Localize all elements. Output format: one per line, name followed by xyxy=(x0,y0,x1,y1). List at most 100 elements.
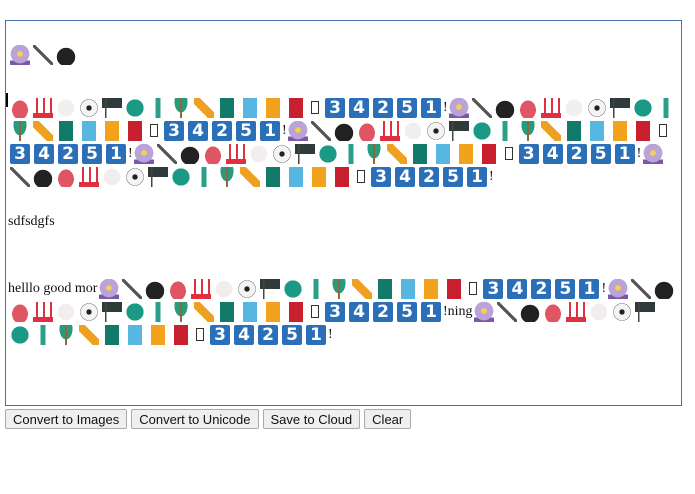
convert-to-images-button[interactable]: Convert to Images xyxy=(5,409,128,429)
keycap-2-icon: 2 xyxy=(212,120,232,141)
exclamation-text: ! xyxy=(282,123,287,138)
orange-book-icon xyxy=(420,278,441,299)
keycap-4-icon: 4 xyxy=(34,143,54,164)
keycap-3-icon: 3 xyxy=(325,97,345,118)
cactus-icon xyxy=(495,120,516,141)
clear-button[interactable]: Clear xyxy=(364,409,412,429)
black-flag-icon xyxy=(259,278,280,299)
soccer-ball-icon xyxy=(78,301,99,322)
keycap-4-icon: 4 xyxy=(234,324,254,345)
green-book-icon xyxy=(55,120,76,141)
orange-book-icon xyxy=(262,97,283,118)
missing-glyph-icon xyxy=(469,282,478,296)
black-flag-icon xyxy=(635,301,656,322)
keycap-5-icon: 5 xyxy=(236,120,256,141)
keycap-1-icon: 1 xyxy=(614,143,635,164)
orange-book-icon xyxy=(610,120,631,141)
keycap-3-icon: 3 xyxy=(518,143,539,164)
red-book-icon xyxy=(443,278,464,299)
baseball-icon xyxy=(101,166,122,187)
keycap-1-icon: 1 xyxy=(306,324,326,345)
keycap-3-icon: 3 xyxy=(164,120,184,141)
orange-book-icon xyxy=(308,166,329,187)
text-caret xyxy=(6,93,8,107)
cactus-icon xyxy=(656,97,677,118)
convert-to-unicode-button[interactable]: Convert to Unicode xyxy=(131,409,259,429)
palm-tree-icon xyxy=(55,324,76,345)
bomb-icon xyxy=(144,278,165,299)
palm-tree-icon xyxy=(170,301,191,322)
four-leaf-clover-icon xyxy=(633,97,654,118)
green-book-icon xyxy=(216,301,237,322)
kitchen-knife-icon xyxy=(497,301,518,322)
keycap-4-icon: 4 xyxy=(349,301,369,322)
keycap-2-icon: 2 xyxy=(373,97,393,118)
bomb-icon xyxy=(334,120,355,141)
keycap-5-icon: 5 xyxy=(397,301,417,322)
four-leaf-clover-icon xyxy=(282,278,303,299)
telephone-icon xyxy=(9,97,30,118)
four-leaf-clover-icon xyxy=(124,97,145,118)
keycap-5-icon: 5 xyxy=(443,166,463,187)
keycap-3-icon: 3 xyxy=(10,143,30,164)
kitchen-knife-icon xyxy=(157,143,178,164)
soccer-ball-icon xyxy=(587,97,608,118)
editor-text: sdfsdgfs xyxy=(8,214,55,229)
black-flag-icon xyxy=(101,97,122,118)
soccer-ball-icon xyxy=(426,120,447,141)
straight-ruler-icon xyxy=(32,120,53,141)
cactus-icon xyxy=(147,97,168,118)
hot-springs-icon xyxy=(226,143,247,164)
red-book-icon xyxy=(170,324,191,345)
palm-tree-icon xyxy=(9,120,30,141)
orange-book-icon xyxy=(456,143,477,164)
keycap-5-icon: 5 xyxy=(590,143,611,164)
missing-glyph-icon xyxy=(504,147,513,161)
green-book-icon xyxy=(564,120,585,141)
hot-springs-icon xyxy=(32,97,53,118)
kitchen-knife-icon xyxy=(121,278,142,299)
cactus-icon xyxy=(193,166,214,187)
four-leaf-clover-icon xyxy=(170,166,191,187)
soccer-ball-icon xyxy=(272,143,293,164)
telephone-icon xyxy=(203,143,224,164)
keycap-1-icon: 1 xyxy=(579,278,600,299)
crystal-ball-icon xyxy=(449,97,470,118)
straight-ruler-icon xyxy=(239,166,260,187)
orange-book-icon xyxy=(101,120,122,141)
exclamation-text: ! xyxy=(443,100,448,115)
black-flag-icon xyxy=(610,97,631,118)
crystal-ball-icon xyxy=(474,301,495,322)
baseball-icon xyxy=(55,301,76,322)
keycap-3-icon: 3 xyxy=(483,278,504,299)
blue-book-icon xyxy=(285,166,306,187)
hot-springs-icon xyxy=(541,97,562,118)
exclamation-text: ! xyxy=(489,169,494,184)
editor-line-2: 3 4 2 5 1 !3 4 2 5 1 !3 4 2 5 1! 3 4 2 5 1 !3 4 2 5 1! xyxy=(8,96,679,188)
straight-ruler-icon xyxy=(541,120,562,141)
crystal-ball-icon xyxy=(134,143,155,164)
cactus-icon xyxy=(341,143,362,164)
hot-springs-icon xyxy=(190,278,211,299)
soccer-ball-icon xyxy=(78,97,99,118)
keycap-2-icon: 2 xyxy=(531,278,552,299)
bomb-icon xyxy=(495,97,516,118)
exclamation-text: ! xyxy=(328,327,333,342)
save-to-cloud-button[interactable]: Save to Cloud xyxy=(262,409,361,429)
emoji-editor[interactable]: 3 4 2 5 1 !3 4 2 5 1 !3 4 2 5 1! 3 4 2 5 1 !3 4 2 5 1! sdfsdgfs … xyxy=(5,20,682,406)
telephone-icon xyxy=(167,278,188,299)
kitchen-knife-icon xyxy=(32,44,53,65)
telephone-icon xyxy=(357,120,378,141)
keycap-5-icon: 5 xyxy=(82,143,102,164)
kitchen-knife-icon xyxy=(630,278,651,299)
four-leaf-clover-icon xyxy=(9,324,30,345)
crystal-ball-icon xyxy=(9,44,30,65)
straight-ruler-icon xyxy=(78,324,99,345)
exclamation-text: ! xyxy=(128,146,133,161)
keycap-4-icon: 4 xyxy=(395,166,415,187)
keycap-2-icon: 2 xyxy=(419,166,439,187)
editor-line-4: helllo good mor 3 4 2 5 1 !3 4 2 5 1 !ning3 4 2 5 1! xyxy=(8,277,679,346)
exclamation-text: ! xyxy=(443,304,448,319)
green-book-icon xyxy=(262,166,283,187)
orange-book-icon xyxy=(147,324,168,345)
